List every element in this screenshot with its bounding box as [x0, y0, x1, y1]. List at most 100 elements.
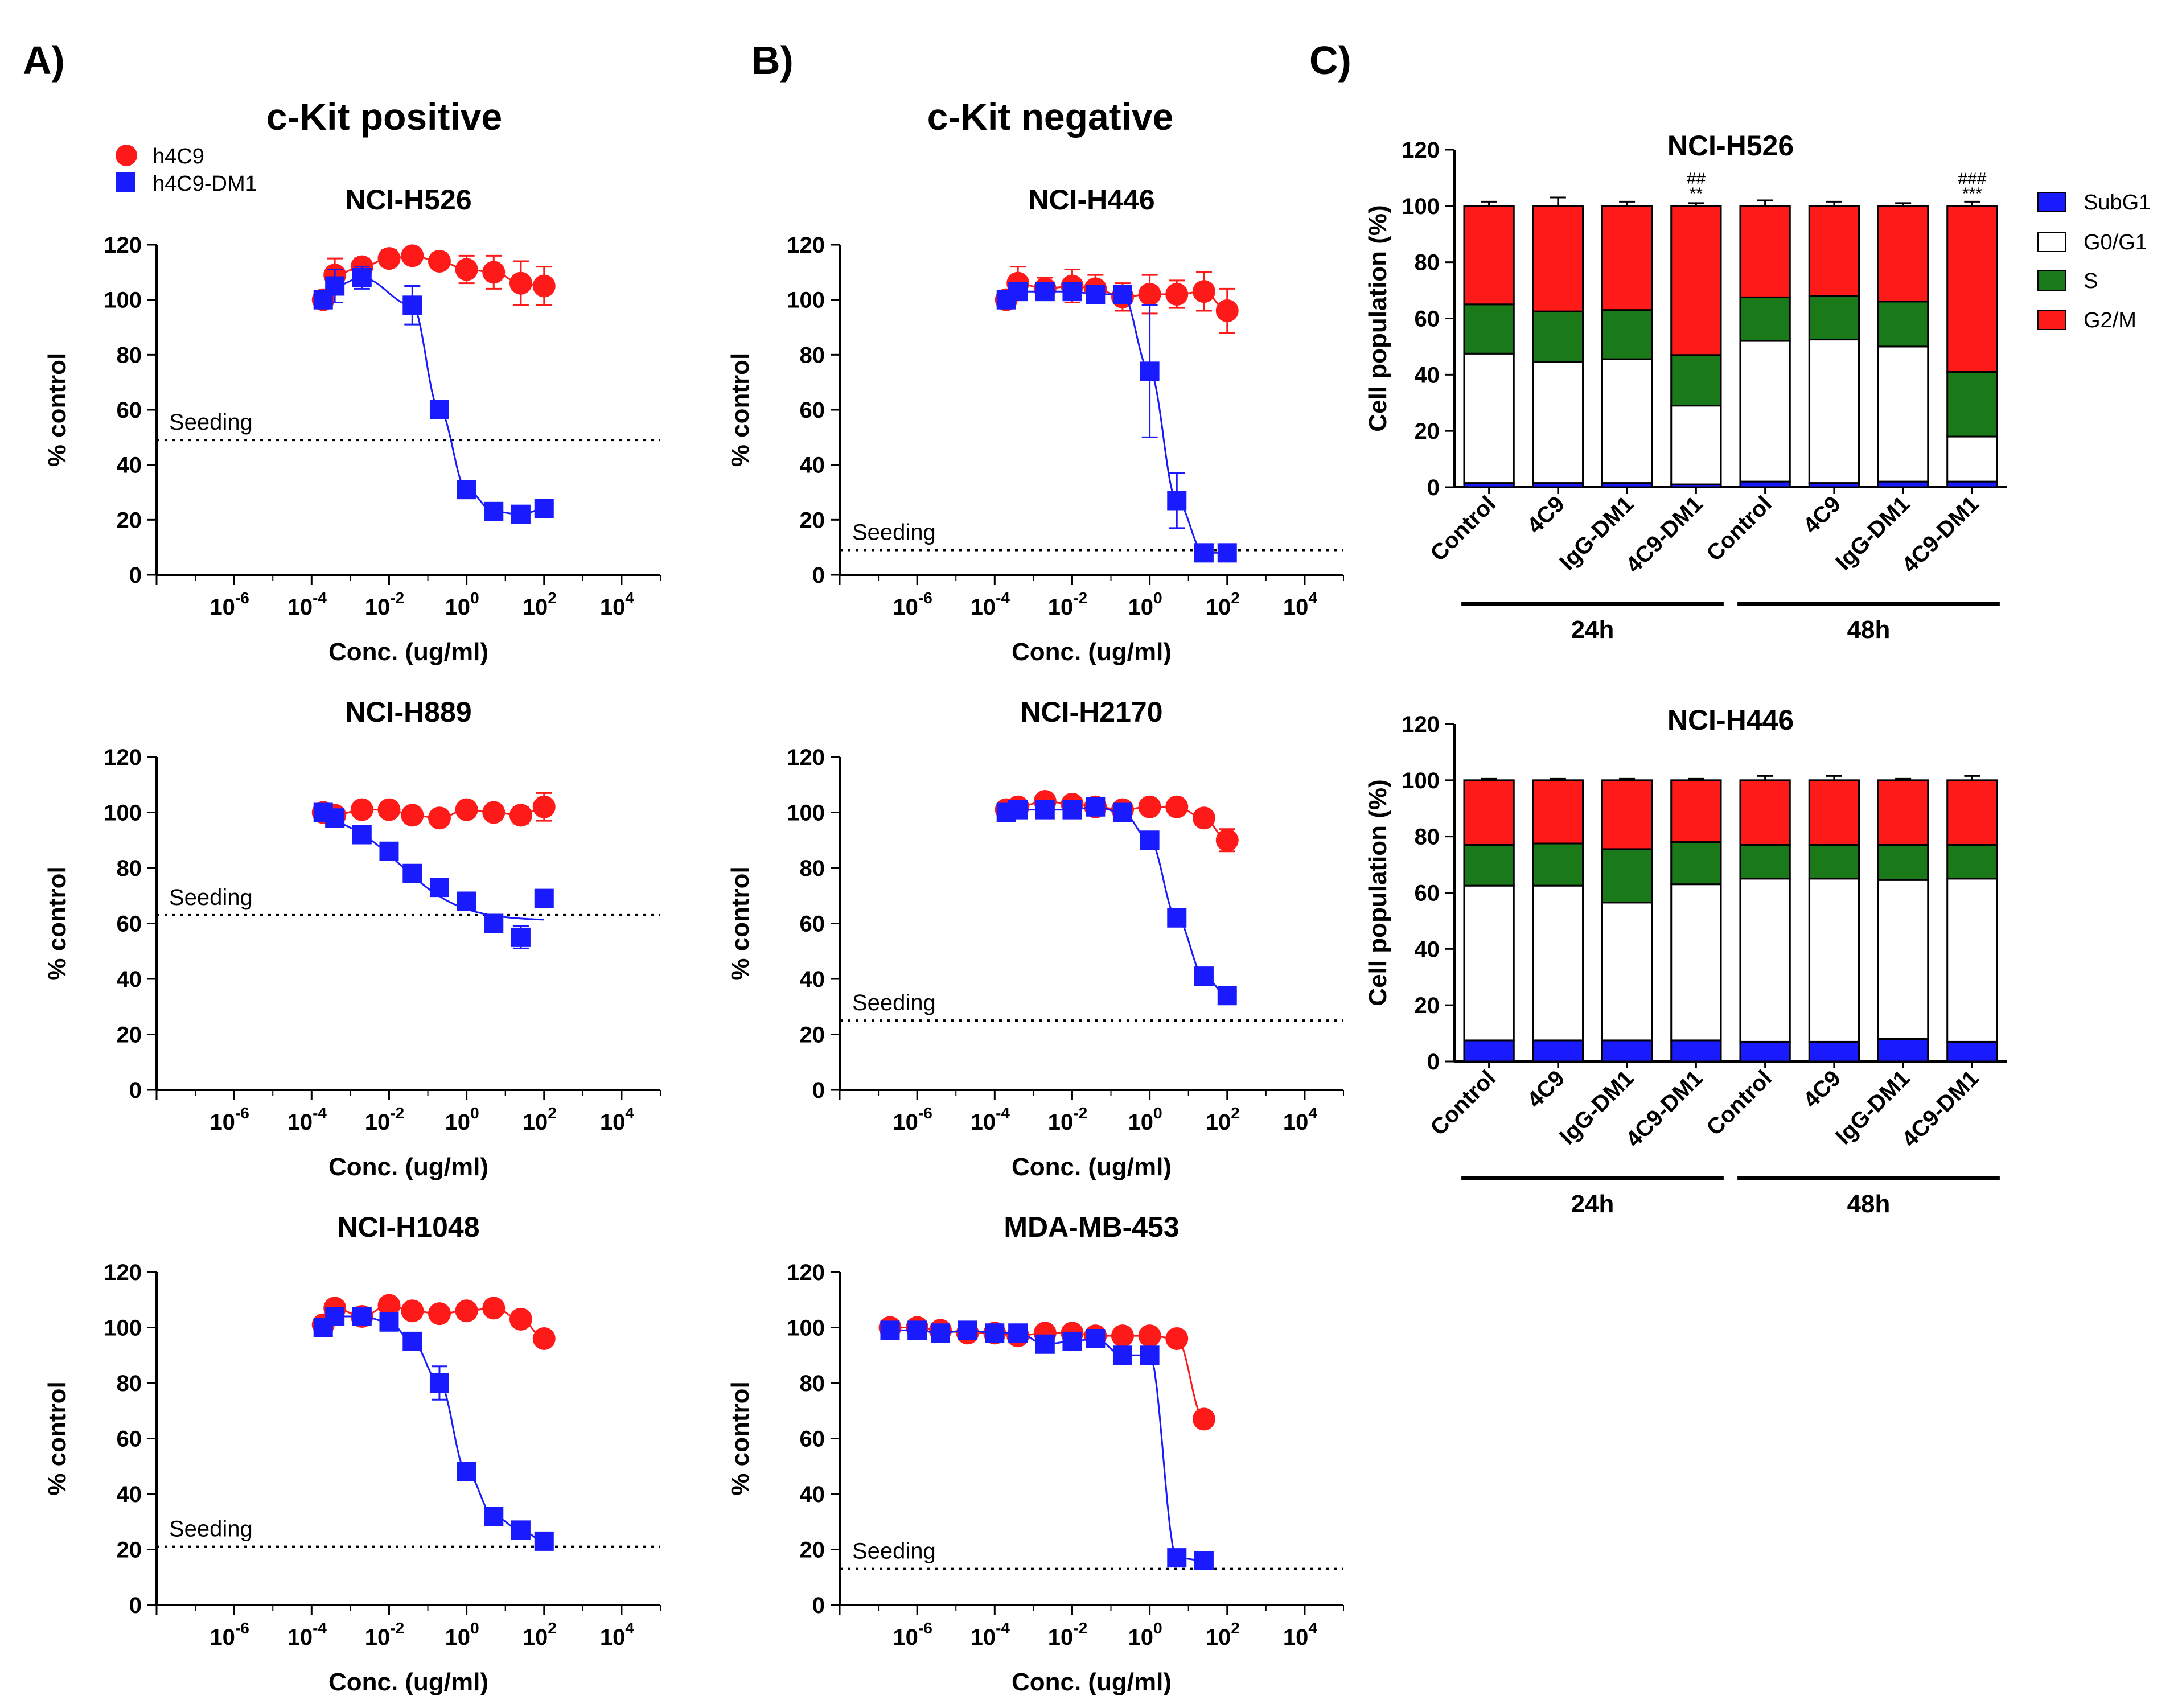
data-point [1140, 361, 1160, 381]
data-point [1192, 280, 1215, 303]
group-title-negative: c-Kit negative [927, 96, 1174, 138]
x-tick-label: 100 [1128, 589, 1162, 620]
stacked-bar [1946, 200, 1998, 488]
bar-segment-g0g1 [1532, 361, 1584, 484]
data-point [482, 1297, 506, 1320]
data-point [1062, 800, 1082, 820]
bar-segment-s [1739, 843, 1791, 880]
category-label: 4C9 [1522, 1065, 1569, 1113]
data-point [1138, 1324, 1161, 1348]
data-point [402, 863, 422, 883]
data-point [1165, 1327, 1189, 1350]
y-tick-label: 80 [117, 856, 142, 881]
data-point [401, 244, 424, 267]
bar-segment-g0g1 [1808, 878, 1860, 1043]
data-point [1035, 282, 1055, 302]
data-point [401, 804, 424, 827]
y-tick-label: 60 [800, 1427, 825, 1452]
bar-segment-g2m [1670, 205, 1722, 356]
y-axis-label: Cell population (%) [1364, 205, 1392, 431]
bar-segment-s [1532, 310, 1584, 363]
bar-segment-subg1 [1946, 1040, 1998, 1063]
x-tick-label: 10-6 [893, 589, 932, 620]
data-point [325, 1307, 345, 1326]
y-tick-label: 0 [812, 1593, 825, 1618]
x-tick-label: 10-6 [209, 1619, 249, 1650]
data-point [377, 247, 401, 270]
data-point [1192, 806, 1215, 830]
x-tick-label: 104 [600, 1104, 635, 1135]
data-point [1008, 800, 1028, 820]
x-tick-label: 10-4 [287, 1619, 327, 1650]
y-tick-label: 120 [787, 233, 825, 258]
y-tick-label: 80 [117, 343, 142, 368]
scatter-legend: h4C9 h4C9-DM1 [116, 145, 257, 196]
x-axis-label: Conc. (ug/ml) [1012, 1153, 1172, 1181]
category-label: Control [1702, 1065, 1777, 1141]
significance-mark: ## [1687, 170, 1706, 188]
data-point [1112, 802, 1132, 822]
x-tick-label: 100 [1128, 1619, 1162, 1650]
data-point [1062, 1331, 1082, 1351]
bar-segment-g2m [1532, 205, 1584, 312]
stacked-bar [1877, 202, 1929, 488]
chart-title: NCI-H526 [345, 184, 471, 216]
y-tick-label: 60 [117, 912, 142, 937]
y-tick-label: 40 [117, 967, 142, 992]
y-tick-label: 20 [800, 1023, 825, 1048]
y-tick-label: 40 [800, 967, 825, 992]
chart-title: NCI-H2170 [1020, 696, 1162, 728]
seeding-label: Seeding [169, 885, 253, 910]
bar-legend-g2m-label: G2/M [2084, 308, 2136, 332]
series-h4c9-dm1 [996, 797, 1237, 1006]
y-tick-label: 0 [812, 563, 825, 588]
data-point [511, 1520, 531, 1540]
data-point [429, 400, 449, 419]
y-tick-label: 100 [104, 288, 142, 313]
legend-h4c9-dm1-label: h4C9-DM1 [153, 172, 257, 196]
x-tick-label: 10-4 [287, 1104, 327, 1135]
data-point [1062, 282, 1082, 302]
chart-title: NCI-H446 [1667, 704, 1794, 736]
stacked-bar [1877, 777, 1929, 1063]
stacked-bar [1532, 196, 1584, 488]
category-label: 4C9-DM1 [1621, 1065, 1708, 1152]
data-point [1194, 966, 1214, 986]
bar-segment-g0g1 [1808, 339, 1860, 484]
category-label: Control [1425, 491, 1501, 566]
category-label: Control [1425, 1065, 1501, 1141]
charts-layer: NCI-H526 0 20 40 60 80 100 120 10-6 10-4 10-2 100 10… [43, 130, 2007, 1696]
x-tick-label: 10-2 [365, 589, 404, 620]
legend-h4c9-marker [116, 145, 137, 166]
y-tick-label: 80 [800, 856, 825, 881]
data-point [402, 295, 422, 315]
data-point [1086, 797, 1106, 817]
y-tick-label: 120 [104, 233, 142, 258]
stacked-bar [1463, 200, 1515, 488]
y-tick-label: 100 [1402, 194, 1440, 219]
bar-segment-subg1 [1808, 1040, 1860, 1063]
y-tick-label: 20 [117, 1538, 142, 1563]
y-tick-label: 0 [812, 1078, 825, 1103]
x-tick-label: 10-6 [893, 1104, 932, 1135]
y-axis-label: % control [726, 353, 754, 467]
bar-segment-g0g1 [1601, 358, 1653, 484]
data-point [402, 1331, 422, 1351]
x-tick-label: 100 [445, 1104, 479, 1135]
bar-legend-g0g1-label: G0/G1 [2084, 231, 2147, 254]
bar-segment-s [1808, 295, 1860, 341]
seeding-label: Seeding [852, 1539, 936, 1564]
x-axis-label: Conc. (ug/ml) [328, 1668, 488, 1696]
data-point [880, 1320, 900, 1340]
data-point [1035, 800, 1055, 820]
y-tick-label: 100 [787, 801, 825, 826]
y-tick-label: 40 [800, 1482, 825, 1507]
bar-segment-s [1946, 843, 1998, 880]
y-axis-label: % control [726, 1381, 754, 1495]
panel-label-a: A) [23, 38, 65, 83]
bar-segment-subg1 [1739, 1040, 1791, 1063]
bar-segment-g2m [1808, 205, 1860, 297]
y-tick-label: 20 [1415, 419, 1440, 444]
bar-segment-g2m [1877, 779, 1929, 846]
chart-title: NCI-H889 [345, 696, 471, 728]
